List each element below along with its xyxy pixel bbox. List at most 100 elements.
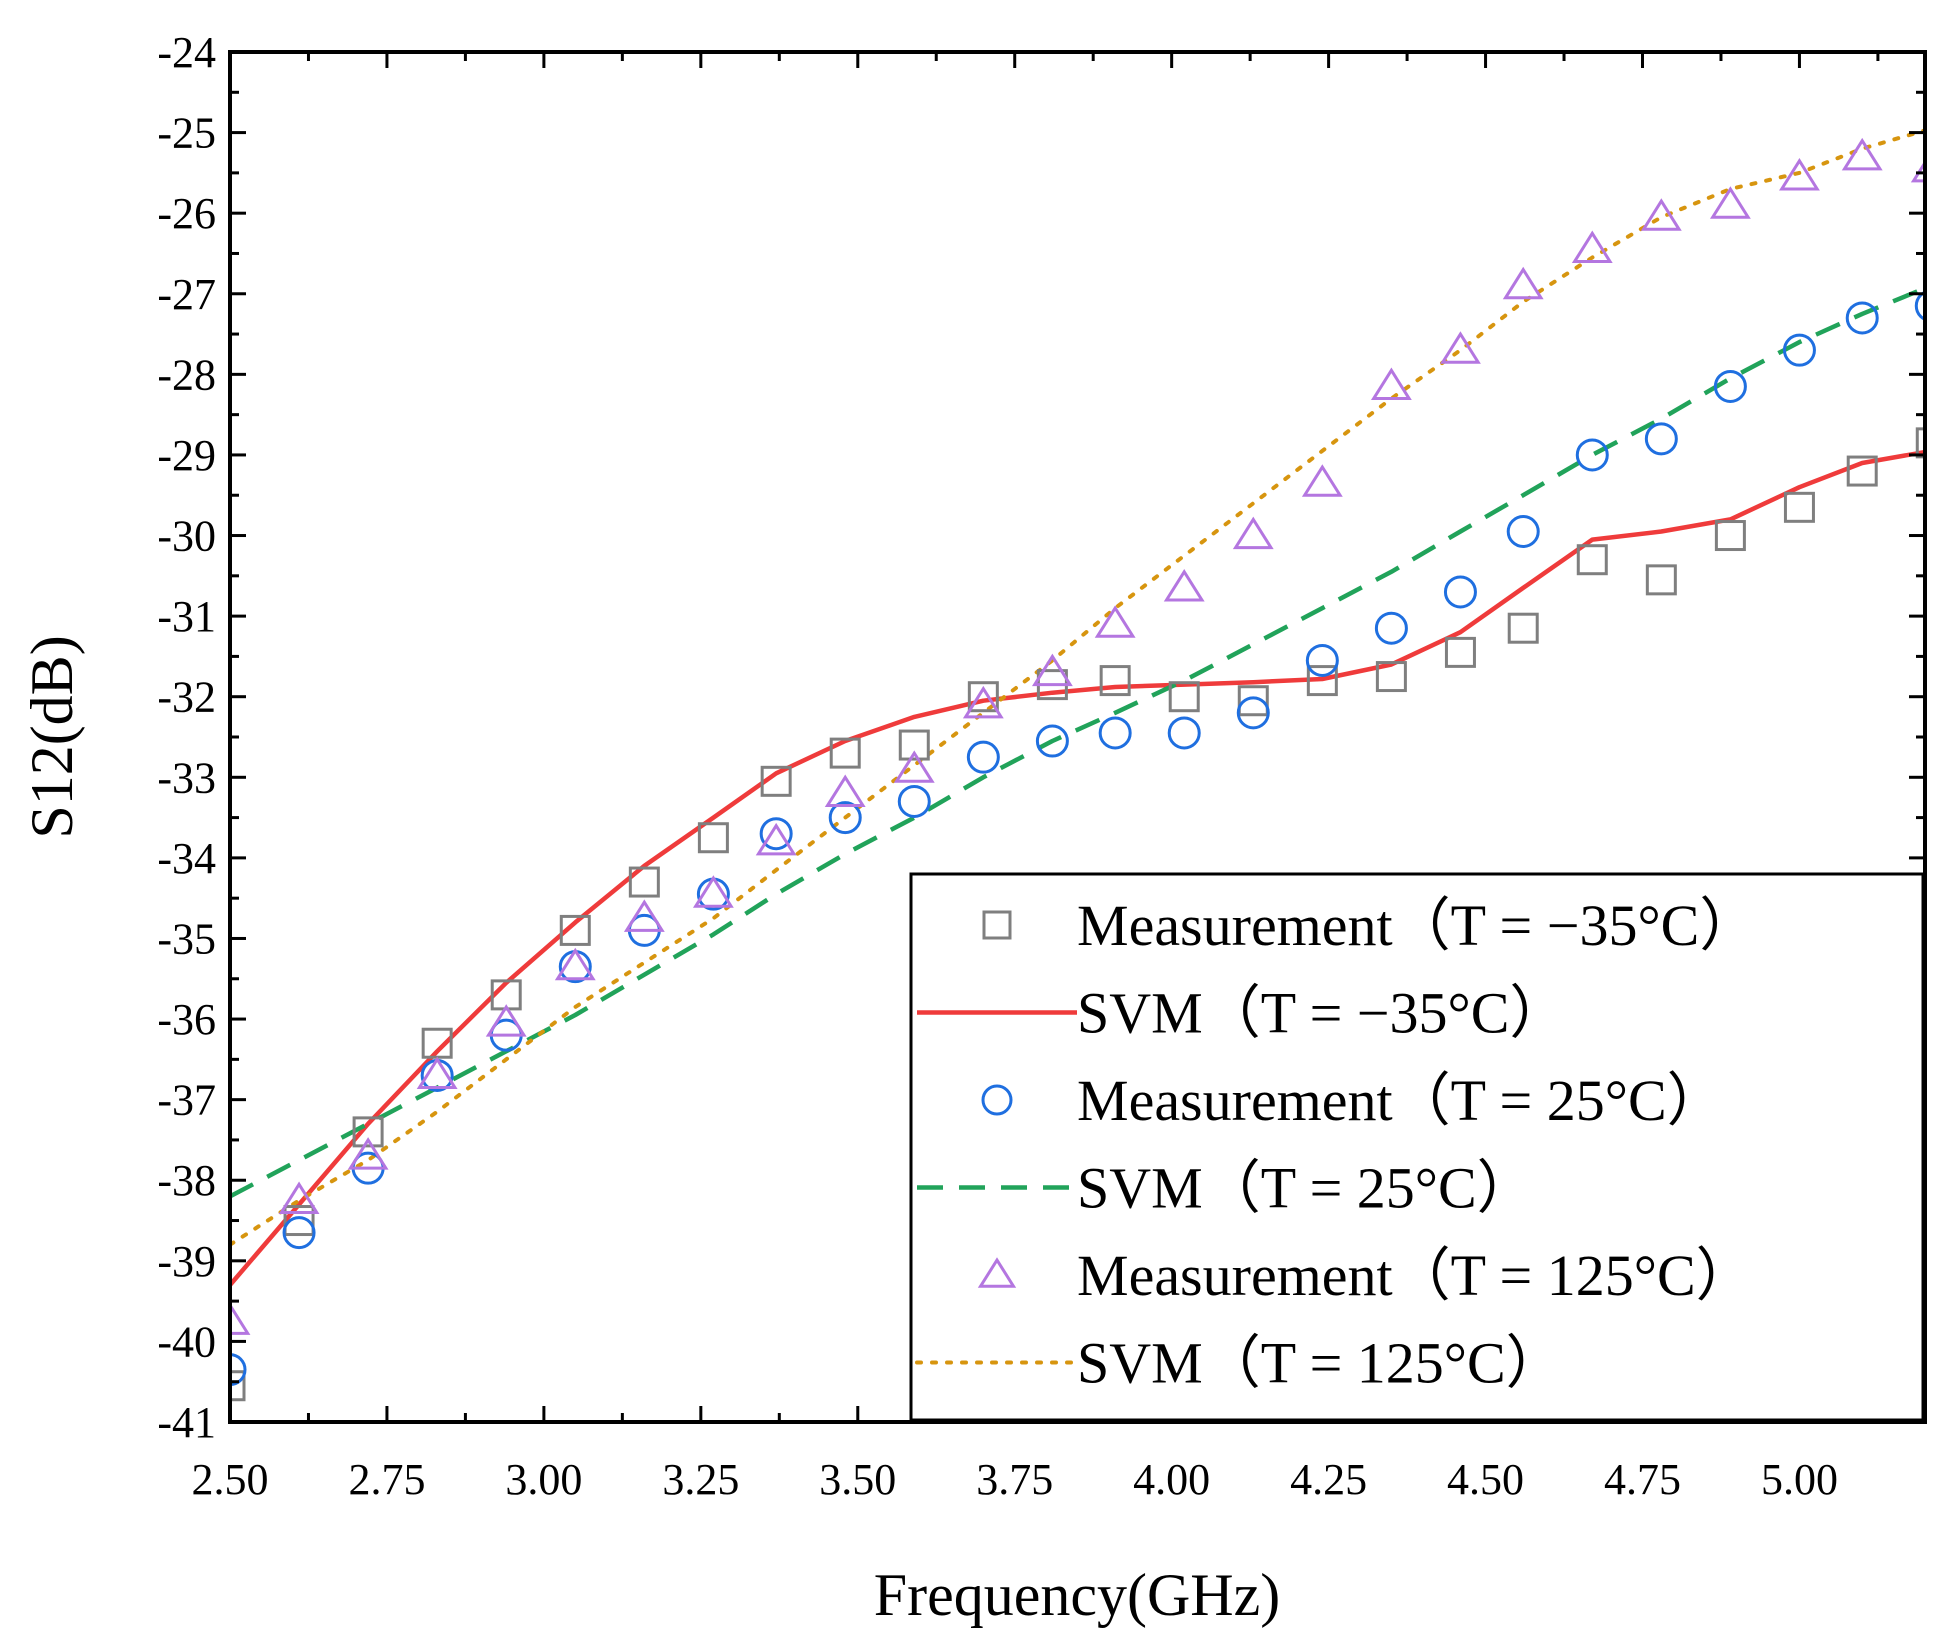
series-4-point-18 <box>1440 331 1481 364</box>
series-0-point-2 <box>352 1116 384 1148</box>
x-tick-label: 3.25 <box>662 1455 739 1504</box>
y-tick-label: -25 <box>157 109 216 158</box>
x-tick-label: 4.00 <box>1133 1455 1210 1504</box>
series-0-point-0 <box>230 1370 246 1402</box>
y-tick-label: -38 <box>157 1156 216 1205</box>
x-axis: 2.50 2.75 3.00 3.25 3.50 3.75 4.00 4.25 4.50 4.75… <box>192 52 1880 1504</box>
legend-label-0: Measurement（T = −35°C） <box>1077 893 1757 958</box>
series-4-point-7 <box>692 875 734 908</box>
series-5-line <box>230 128 1925 1247</box>
y-tick-label: -32 <box>157 673 216 722</box>
series-0-point-11 <box>967 681 999 713</box>
series-0-point-8 <box>760 765 792 797</box>
x-tick-label: 4.75 <box>1604 1455 1681 1504</box>
x-tick-label: 3.00 <box>505 1455 582 1504</box>
series-0-point-25 <box>1915 427 1925 459</box>
series-4-point-6 <box>623 899 665 932</box>
series-2-point-13 <box>1098 716 1132 750</box>
legend-label-2: Measurement（T = 25°C） <box>1077 1068 1725 1133</box>
y-tick-label: -27 <box>157 270 216 319</box>
series-4-point-14 <box>1163 568 1205 602</box>
series-4-point-15 <box>1232 516 1274 550</box>
y-tick-label: -26 <box>157 189 216 238</box>
series-2-point-25 <box>1914 290 1925 322</box>
series-4-point-2 <box>347 1137 389 1170</box>
series-0-point-21 <box>1645 564 1677 596</box>
series-2-point-15 <box>1236 696 1270 730</box>
series-0-point-5 <box>559 914 591 946</box>
series-0-point-24 <box>1846 455 1878 487</box>
x-tick-label: 4.25 <box>1290 1455 1367 1504</box>
x-tick-label: 2.75 <box>348 1455 425 1504</box>
series-4-point-1 <box>278 1181 320 1214</box>
series-1-line-group <box>230 449 1925 1287</box>
series-4-point-25 <box>1910 159 1925 183</box>
x-tick-label: 3.50 <box>819 1455 896 1504</box>
y-tick-label: -36 <box>157 995 216 1044</box>
series-0-point-19 <box>1507 612 1539 644</box>
series-2-point-23 <box>1782 333 1816 367</box>
series-0-point-18 <box>1444 636 1476 668</box>
series-2-point-14 <box>1167 716 1201 750</box>
series-2-point-17 <box>1374 611 1408 645</box>
series-4-point-12 <box>1031 653 1073 687</box>
series-4-markers <box>230 137 1925 1335</box>
series-4-point-20 <box>1571 230 1613 264</box>
series-2-point-22 <box>1713 369 1747 403</box>
series-2-point-24 <box>1845 301 1879 335</box>
series-0-point-17 <box>1375 661 1407 693</box>
x-axis-title: Frequency(GHz) <box>874 1562 1281 1628</box>
legend-marker-2 <box>981 1084 1013 1116</box>
series-4-point-0 <box>230 1302 251 1335</box>
series-5-line-group <box>230 128 1925 1247</box>
series-1-line <box>230 449 1925 1287</box>
series-2-point-8 <box>759 817 793 851</box>
series-4-point-21 <box>1640 198 1682 231</box>
series-0-point-14 <box>1168 681 1200 713</box>
series-0-point-7 <box>697 822 729 854</box>
x-tick-label: 3.75 <box>976 1455 1053 1504</box>
y-axis-title: S12(dB) <box>19 635 85 838</box>
series-3-line <box>230 285 1925 1199</box>
series-4-point-10 <box>893 750 935 783</box>
series-4-point-5 <box>554 947 596 981</box>
series-0-point-23 <box>1783 491 1815 523</box>
y-tick-label: -24 <box>157 28 216 77</box>
y-tick-label: -34 <box>157 834 216 883</box>
series-2-point-12 <box>1035 724 1069 758</box>
series-4-point-3 <box>416 1056 458 1090</box>
series-2-point-19 <box>1506 515 1540 548</box>
y-tick-label: -29 <box>157 431 216 480</box>
y-tick-label: -41 <box>157 1398 216 1447</box>
series-2-point-10 <box>897 784 931 818</box>
x-tick-label: 2.50 <box>192 1455 269 1504</box>
legend-item-2: Measurement（T = 25°C） <box>981 1068 1725 1133</box>
series-3-line-group <box>230 285 1925 1199</box>
series-0-point-10 <box>898 729 930 761</box>
plot-area <box>230 128 1925 1402</box>
y-tick-label: -39 <box>157 1237 216 1286</box>
y-tick-label: -33 <box>157 753 216 802</box>
series-2-point-16 <box>1305 643 1339 677</box>
legend-item-1: SVM（T = −35°C） <box>917 981 1567 1046</box>
legend-marker-4 <box>977 1257 1017 1288</box>
series-0-point-6 <box>628 866 660 898</box>
x-tick-label: 5.00 <box>1761 1455 1838 1504</box>
series-4-point-17 <box>1370 367 1412 401</box>
legend: Measurement（T = −35°C） SVM（T = −35°C） Meas… <box>909 872 1925 1422</box>
y-tick-label: -35 <box>157 914 216 963</box>
series-0-point-13 <box>1099 665 1131 697</box>
series-2-point-18 <box>1443 575 1477 609</box>
legend-label-4: Measurement（T = 125°C） <box>1077 1243 1754 1308</box>
y-tick-label: -40 <box>157 1317 216 1366</box>
legend-item-3: SVM（T = 25°C） <box>917 1156 1535 1221</box>
series-4-point-24 <box>1841 137 1883 171</box>
legend-box <box>909 872 1925 1422</box>
series-0-point-22 <box>1714 520 1746 552</box>
y-tick-label: -37 <box>157 1076 216 1125</box>
legend-item-0: Measurement（T = −35°C） <box>982 893 1757 958</box>
series-0-point-15 <box>1237 685 1269 717</box>
series-2-point-0 <box>230 1353 247 1387</box>
legend-marker-0 <box>982 910 1012 940</box>
